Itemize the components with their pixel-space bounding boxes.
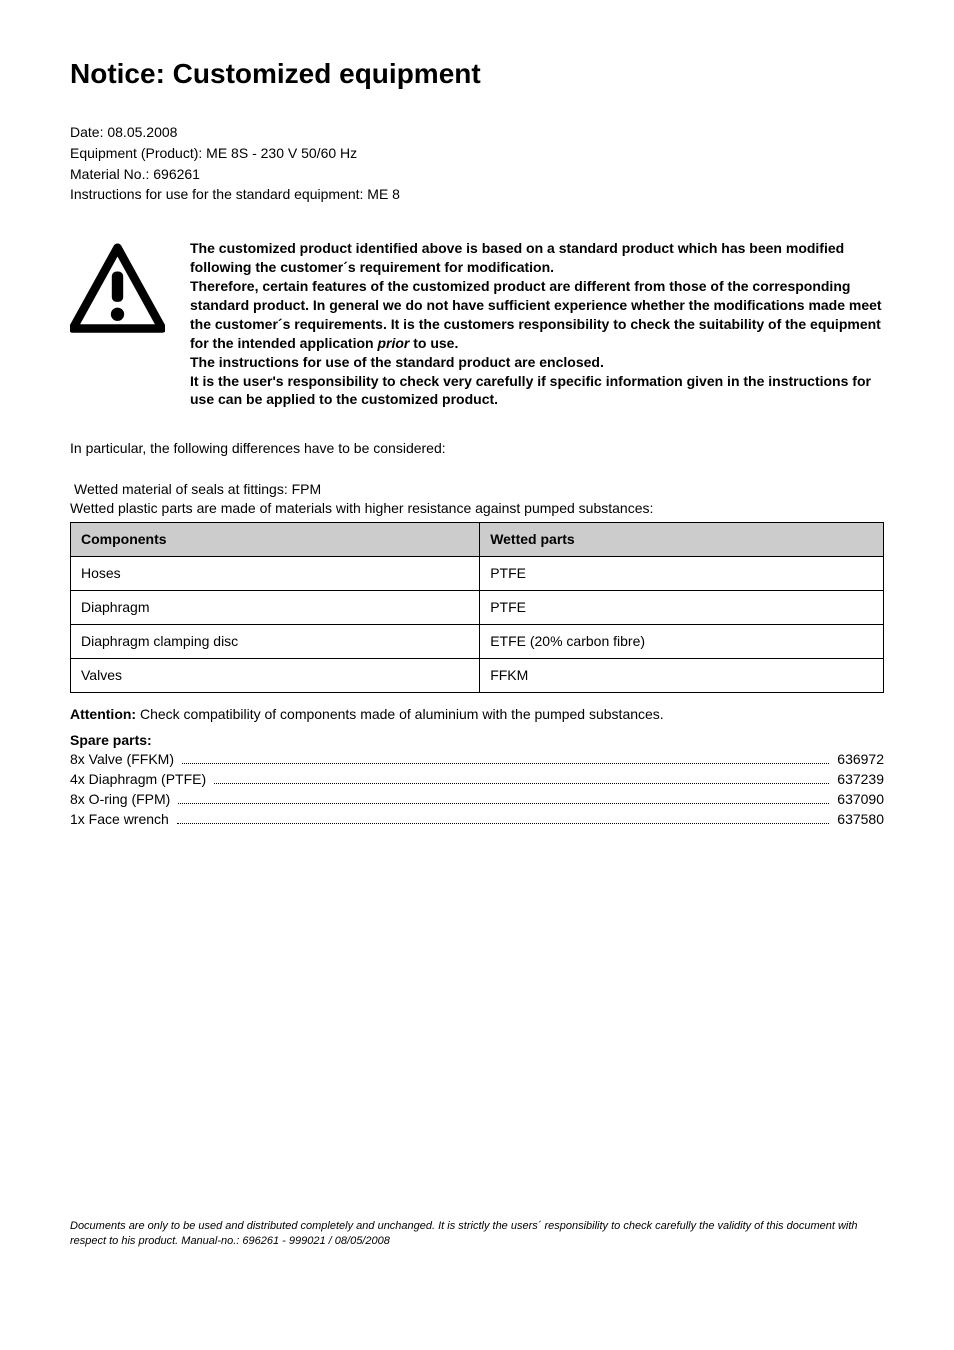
- attention-label: Attention:: [70, 706, 140, 722]
- td-component: Hoses: [71, 556, 480, 590]
- td-component: Diaphragm clamping disc: [71, 624, 480, 658]
- spare-label: 1x Face wrench: [70, 810, 173, 829]
- materials-table: Components Wetted parts Hoses PTFE Diaph…: [70, 522, 884, 692]
- spare-item: 8x O-ring (FPM) 637090: [70, 790, 884, 809]
- footer-text: Documents are only to be used and distri…: [70, 1219, 884, 1249]
- td-component: Diaphragm: [71, 590, 480, 624]
- warning-p1: The customized product identified above …: [190, 240, 844, 275]
- meta-material-label: Material No.:: [70, 166, 153, 182]
- attention-text: Check compatibility of components made o…: [140, 706, 664, 722]
- spare-num: 636972: [833, 750, 884, 769]
- meta-date: Date: 08.05.2008: [70, 123, 884, 142]
- seals-line: Wetted material of seals at fittings: FP…: [74, 480, 884, 499]
- warning-p2a: Therefore, certain features of the custo…: [190, 278, 882, 351]
- spare-item: 1x Face wrench 637580: [70, 810, 884, 829]
- spare-num: 637090: [833, 790, 884, 809]
- warning-p2b: to use.: [409, 335, 458, 351]
- spare-item: 8x Valve (FFKM) 636972: [70, 750, 884, 769]
- meta-block: Date: 08.05.2008 Equipment (Product): ME…: [70, 123, 884, 205]
- spare-dots: [182, 752, 830, 764]
- warning-p4: It is the user's responsibility to check…: [190, 373, 871, 408]
- plastic-line: Wetted plastic parts are made of materia…: [70, 499, 884, 518]
- spare-dots: [214, 772, 829, 784]
- th-components: Components: [71, 523, 480, 557]
- table-row: Valves FFKM: [71, 658, 884, 692]
- meta-date-value: 08.05.2008: [107, 124, 177, 140]
- table-row: Hoses PTFE: [71, 556, 884, 590]
- spare-label: 8x O-ring (FPM): [70, 790, 174, 809]
- spare-heading: Spare parts:: [70, 731, 884, 750]
- td-component: Valves: [71, 658, 480, 692]
- meta-equipment-value: ME 8S - 230 V 50/60 Hz: [206, 145, 357, 161]
- spare-dots: [178, 792, 829, 804]
- td-wetted: ETFE (20% carbon fibre): [480, 624, 884, 658]
- spare-label: 4x Diaphragm (PTFE): [70, 770, 210, 789]
- warning-triangle-icon: [70, 243, 165, 338]
- spare-item: 4x Diaphragm (PTFE) 637239: [70, 770, 884, 789]
- td-wetted: FFKM: [480, 658, 884, 692]
- page-title: Notice: Customized equipment: [70, 55, 884, 93]
- meta-equipment-label: Equipment (Product):: [70, 145, 206, 161]
- warning-p2-em: prior: [377, 335, 409, 351]
- warning-p3: The instructions for use of the standard…: [190, 354, 604, 370]
- meta-instructions: Instructions for use for the standard eq…: [70, 185, 884, 204]
- considered-line: In particular, the following differences…: [70, 439, 884, 458]
- spare-label: 8x Valve (FFKM): [70, 750, 178, 769]
- th-wetted: Wetted parts: [480, 523, 884, 557]
- warning-icon: [70, 239, 165, 409]
- meta-date-label: Date:: [70, 124, 107, 140]
- meta-instructions-value: ME 8: [367, 186, 400, 202]
- table-row: Diaphragm clamping disc ETFE (20% carbon…: [71, 624, 884, 658]
- td-wetted: PTFE: [480, 590, 884, 624]
- td-wetted: PTFE: [480, 556, 884, 590]
- meta-equipment: Equipment (Product): ME 8S - 230 V 50/60…: [70, 144, 884, 163]
- spare-dots: [177, 812, 830, 824]
- meta-instructions-label: Instructions for use for the standard eq…: [70, 186, 367, 202]
- warning-block: The customized product identified above …: [70, 239, 884, 409]
- meta-material-value: 696261: [153, 166, 200, 182]
- attention-line: Attention: Check compatibility of compon…: [70, 705, 884, 724]
- warning-text: The customized product identified above …: [190, 239, 884, 409]
- spare-num: 637580: [833, 810, 884, 829]
- table-header-row: Components Wetted parts: [71, 523, 884, 557]
- spare-num: 637239: [833, 770, 884, 789]
- table-row: Diaphragm PTFE: [71, 590, 884, 624]
- meta-material: Material No.: 696261: [70, 165, 884, 184]
